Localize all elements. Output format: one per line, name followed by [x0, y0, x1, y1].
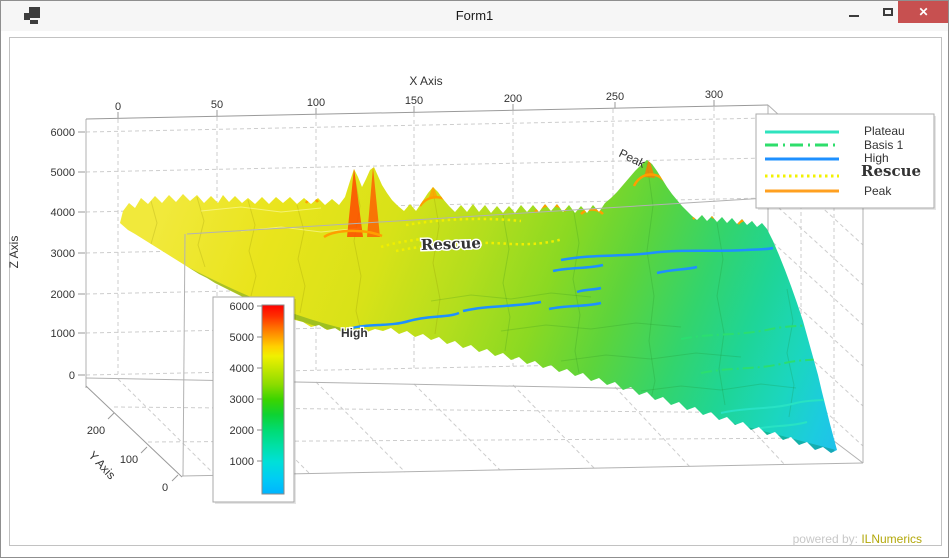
minimize-icon	[849, 15, 859, 17]
title-bar[interactable]: Form1 ✕	[1, 1, 948, 31]
x-tick-label: 250	[606, 91, 624, 103]
y-tick-label: 200	[87, 425, 105, 437]
colorbar-tick-label: 5000	[230, 332, 254, 344]
window-title: Form1	[455, 8, 494, 23]
colorbar: 6000 5000 4000 3000 2000 1000	[212, 296, 296, 504]
z-tick-label: 4000	[51, 207, 75, 219]
maximize-icon	[883, 8, 893, 16]
powered-by-label: powered by:	[792, 532, 862, 546]
contour-plateau	[720, 396, 835, 430]
x-tick-label: 100	[307, 97, 325, 109]
x-axis-title: X Axis	[409, 74, 442, 88]
x-axis: 0 50 100 150 200 250 300 X Axis	[85, 74, 769, 120]
y-axis-title: Y Axis	[86, 448, 119, 482]
z-tick-label: 3000	[51, 248, 75, 260]
close-button[interactable]: ✕	[898, 1, 948, 23]
z-axis: 6000 5000 4000 3000 2000 1000 0 Z Axis	[7, 127, 85, 382]
minimize-button[interactable]	[841, 1, 867, 23]
peak-caps	[347, 160, 655, 237]
legend-panel	[755, 113, 935, 209]
legend-label-rescue: Rescue	[861, 162, 921, 180]
colorbar-tick-label: 2000	[230, 425, 254, 437]
legend: Plateau Basis 1 High Rescue Peak	[755, 113, 936, 210]
legend-label-basis1: Basis 1	[864, 138, 904, 152]
z-tick-label: 5000	[51, 167, 75, 179]
y-tick-label: 100	[120, 454, 138, 466]
x-tick-label: 150	[405, 95, 423, 107]
box-front-edges	[181, 191, 864, 477]
surface-label-high: High	[341, 326, 368, 340]
colorbar-tick-label: 6000	[230, 301, 254, 313]
x-axis-line	[85, 104, 769, 120]
terrain-silhouette[interactable]	[120, 160, 837, 453]
z-axis-title: Z Axis	[7, 236, 21, 269]
x-tick-label: 200	[504, 93, 522, 105]
legend-label-high: High	[864, 151, 889, 165]
legend-label-plateau: Plateau	[864, 124, 905, 138]
x-tick-label: 300	[705, 89, 723, 101]
powered-by: powered by: ILNumerics	[793, 532, 922, 546]
y-axis: 200 100 0 Y Axis	[85, 385, 183, 494]
app-icon	[24, 7, 40, 24]
z-tick-label: 6000	[51, 127, 75, 139]
z-tick-label: 0	[69, 370, 75, 382]
surface-label-rescue: Rescue	[421, 234, 482, 254]
contour-rescue	[380, 217, 564, 253]
close-icon: ✕	[918, 5, 929, 19]
colorbar-tick-label: 4000	[230, 363, 254, 375]
x-tick-label: 50	[211, 99, 223, 111]
y-axis-line	[85, 385, 183, 478]
legend-label-peak: Peak	[864, 184, 892, 198]
colorbar-tick-label: 3000	[230, 394, 254, 406]
colorbar-gradient	[261, 304, 285, 495]
contour-high	[347, 246, 774, 331]
colorbar-tick-label: 1000	[230, 456, 254, 468]
y-tick-label: 0	[162, 482, 168, 494]
terrain-ridge-texture-green	[430, 162, 797, 418]
x-tick-label: 0	[115, 101, 121, 113]
z-tick-label: 1000	[51, 328, 75, 340]
maximize-button[interactable]	[875, 1, 901, 23]
brand-link[interactable]: ILNumerics	[861, 532, 922, 546]
z-tick-label: 2000	[51, 289, 75, 301]
